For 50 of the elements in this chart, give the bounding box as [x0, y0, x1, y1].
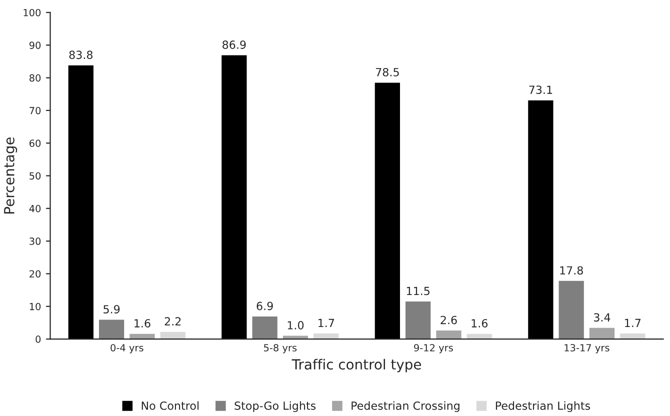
data-label: 1.7	[318, 318, 334, 328]
y-tick-label: 60	[30, 140, 41, 147]
data-label: 1.6	[134, 319, 150, 328]
legend-label: Stop-Go Lights	[234, 401, 316, 412]
data-label: 1.7	[625, 318, 641, 328]
legend-label: No Control	[142, 401, 199, 410]
data-label: 5.9	[104, 305, 120, 314]
bar	[589, 328, 615, 340]
y-tick-label: 0	[36, 336, 41, 343]
data-label: 78.5	[376, 68, 399, 76]
data-label: 17.8	[560, 266, 583, 275]
y-tick-label: 70	[30, 106, 41, 114]
x-tick-label: 9-12 yrs	[414, 344, 453, 354]
y-tick-label: 20	[30, 270, 41, 278]
y-tick-label: 80	[30, 74, 41, 82]
y-tick-label: 40	[29, 204, 41, 212]
data-label: 2.2	[164, 317, 181, 326]
bar	[314, 333, 339, 340]
bar	[436, 330, 462, 340]
bar	[160, 332, 186, 340]
data-label: 11.5	[406, 286, 430, 296]
y-tick-label: 10	[30, 302, 41, 310]
legend-label: Pedestrian Lights	[496, 401, 590, 412]
x-axis-title: Traffic control type	[292, 358, 421, 372]
y-tick-label: 50	[30, 172, 41, 180]
bar	[406, 301, 431, 340]
data-label: 2.6	[440, 316, 457, 324]
x-tick-label: 0-4 yrs	[110, 344, 144, 354]
bar	[374, 82, 400, 340]
data-label: 83.8	[69, 50, 93, 60]
bar	[68, 65, 94, 340]
data-label: 73.1	[529, 86, 552, 94]
y-axis-title: Percentage	[4, 137, 18, 214]
y-tick-label: 100	[24, 8, 41, 16]
bar	[222, 55, 247, 340]
x-tick-label: 5-8 yrs	[264, 344, 297, 354]
data-label: 3.4	[594, 313, 610, 322]
bar	[528, 100, 554, 340]
legend-label: Pedestrian Crossing	[352, 401, 460, 412]
y-tick-label: 90	[29, 42, 41, 49]
y-tick-label: 30	[30, 238, 41, 245]
data-label: 1.6	[472, 319, 488, 328]
bar	[558, 280, 584, 340]
data-label: 86.9	[222, 40, 246, 49]
bar	[98, 320, 124, 340]
bar	[620, 333, 646, 340]
x-tick-label: 13-17 yrs	[564, 344, 610, 354]
data-label: 6.9	[256, 302, 273, 310]
bar	[252, 316, 278, 340]
data-label: 1.0	[288, 321, 304, 330]
